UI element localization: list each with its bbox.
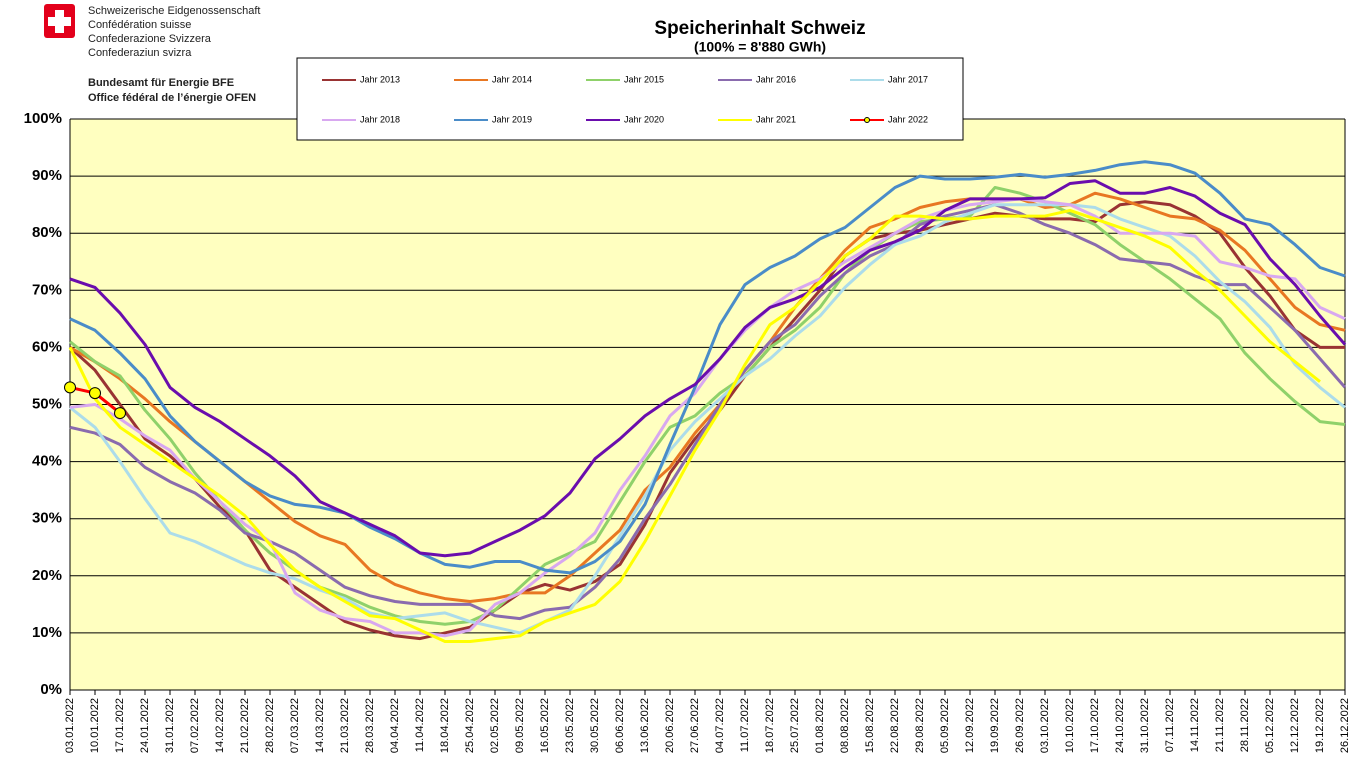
x-tick-label: 06.06.2022 <box>614 698 626 753</box>
chart-subtitle: (100% = 8'880 GWh) <box>694 39 826 55</box>
legend-label: Jahr 2021 <box>756 114 796 124</box>
legend-label: Jahr 2019 <box>492 114 532 124</box>
x-tick-label: 10.10.2022 <box>1064 698 1076 753</box>
x-tick-label: 12.12.2022 <box>1289 698 1301 753</box>
x-tick-label: 27.06.2022 <box>689 698 701 753</box>
legend-label: Jahr 2017 <box>888 74 928 84</box>
x-tick-label: 14.02.2022 <box>214 698 226 753</box>
chart-title: Speicherinhalt Schweiz <box>654 18 865 39</box>
x-tick-label: 01.08.2022 <box>814 698 826 753</box>
x-tick-label: 10.01.2022 <box>89 698 101 753</box>
x-tick-label: 07.03.2022 <box>289 698 301 753</box>
y-tick-label: 20% <box>32 567 62 584</box>
y-tick-label: 30% <box>32 510 62 527</box>
x-tick-label: 28.02.2022 <box>264 698 276 753</box>
x-tick-label: 26.09.2022 <box>1014 698 1026 753</box>
x-tick-label: 21.03.2022 <box>339 698 351 753</box>
x-tick-label: 18.04.2022 <box>439 698 451 753</box>
x-tick-label: 18.07.2022 <box>764 698 776 753</box>
legend-label: Jahr 2022 <box>888 114 928 124</box>
x-tick-label: 25.04.2022 <box>464 698 476 753</box>
legend-label: Jahr 2014 <box>492 74 532 84</box>
x-tick-label: 17.01.2022 <box>114 698 126 753</box>
y-tick-label: 0% <box>40 681 62 698</box>
x-tick-label: 30.05.2022 <box>589 698 601 753</box>
x-tick-label: 11.07.2022 <box>739 698 751 752</box>
x-tick-label: 03.10.2022 <box>1039 698 1051 753</box>
header-line: Confederaziun svizra <box>88 47 192 59</box>
x-tick-label: 05.09.2022 <box>939 698 951 753</box>
x-tick-label: 23.05.2022 <box>564 698 576 753</box>
point <box>89 387 101 400</box>
legend-label: Jahr 2018 <box>360 114 400 124</box>
x-tick-label: 19.09.2022 <box>989 698 1001 753</box>
logo-cross <box>48 10 71 33</box>
x-tick-label: 14.03.2022 <box>314 698 326 753</box>
x-tick-label: 21.02.2022 <box>239 698 251 753</box>
series-line <box>69 160 1346 575</box>
legend-label: Jahr 2016 <box>756 74 796 84</box>
x-tick-label: 28.11.2022 <box>1239 698 1251 752</box>
x-tick-label: 11.04.2022 <box>414 698 426 752</box>
x-tick-label: 24.01.2022 <box>139 698 151 753</box>
x-tick-label: 31.01.2022 <box>164 698 176 753</box>
x-tick-label: 04.04.2022 <box>389 698 401 753</box>
x-tick-label: 28.03.2022 <box>364 698 376 753</box>
series-line <box>69 179 1347 558</box>
office-line: Bundesamt für Energie BFE <box>88 77 234 89</box>
x-tick-label: 25.07.2022 <box>789 698 801 753</box>
x-tick-label: 24.10.2022 <box>1114 698 1126 753</box>
x-tick-label: 15.08.2022 <box>864 698 876 753</box>
header-line: Schweizerische Eidgenossenschaft <box>88 5 260 17</box>
x-tick-label: 04.07.2022 <box>714 698 726 753</box>
point <box>64 381 76 394</box>
x-tick-label: 14.11.2022 <box>1189 698 1201 752</box>
x-tick-label: 05.12.2022 <box>1264 698 1276 753</box>
x-tick-label: 26.12.2022 <box>1339 698 1349 753</box>
series-line <box>69 186 1346 626</box>
y-tick-label: 80% <box>32 224 62 241</box>
legend-label: Jahr 2015 <box>624 74 664 84</box>
legend-label: Jahr 2013 <box>360 74 400 84</box>
x-tick-label: 07.11.2022 <box>1164 698 1176 752</box>
y-tick-label: 40% <box>32 453 62 470</box>
legend-marker <box>864 117 870 123</box>
x-tick-label: 19.12.2022 <box>1314 698 1326 753</box>
x-tick-label: 20.06.2022 <box>664 698 676 753</box>
point <box>114 407 126 420</box>
x-tick-label: 16.05.2022 <box>539 698 551 753</box>
series-line <box>69 203 1347 621</box>
x-tick-label: 09.05.2022 <box>514 698 526 753</box>
x-tick-label: 22.08.2022 <box>889 698 901 753</box>
header-line: Confédération suisse <box>88 19 191 31</box>
y-tick-label: 70% <box>32 281 62 298</box>
x-tick-label: 03.01.2022 <box>64 698 76 753</box>
legend-label: Jahr 2020 <box>624 114 664 124</box>
legend <box>296 57 964 141</box>
y-tick-label: 10% <box>32 624 62 641</box>
y-tick-label: 50% <box>32 395 62 412</box>
office-line: Office fédéral de l’énergie OFEN <box>88 92 256 104</box>
header-line: Confederazione Svizzera <box>88 33 212 45</box>
series-line <box>69 191 1346 603</box>
x-tick-label: 17.10.2022 <box>1089 698 1101 753</box>
y-tick-label: 60% <box>32 338 62 355</box>
x-tick-label: 12.09.2022 <box>964 698 976 753</box>
x-tick-label: 02.05.2022 <box>489 698 501 753</box>
series-line <box>68 208 1321 643</box>
y-tick-label: 90% <box>32 167 62 184</box>
y-tick-label: 100% <box>24 110 62 127</box>
x-tick-label: 31.10.2022 <box>1139 698 1151 753</box>
x-tick-label: 13.06.2022 <box>639 698 651 753</box>
x-tick-label: 07.02.2022 <box>189 698 201 753</box>
series-line <box>69 203 1346 635</box>
x-tick-label: 21.11.2022 <box>1214 698 1226 752</box>
x-tick-label: 08.08.2022 <box>839 698 851 753</box>
x-tick-label: 29.08.2022 <box>914 698 926 753</box>
